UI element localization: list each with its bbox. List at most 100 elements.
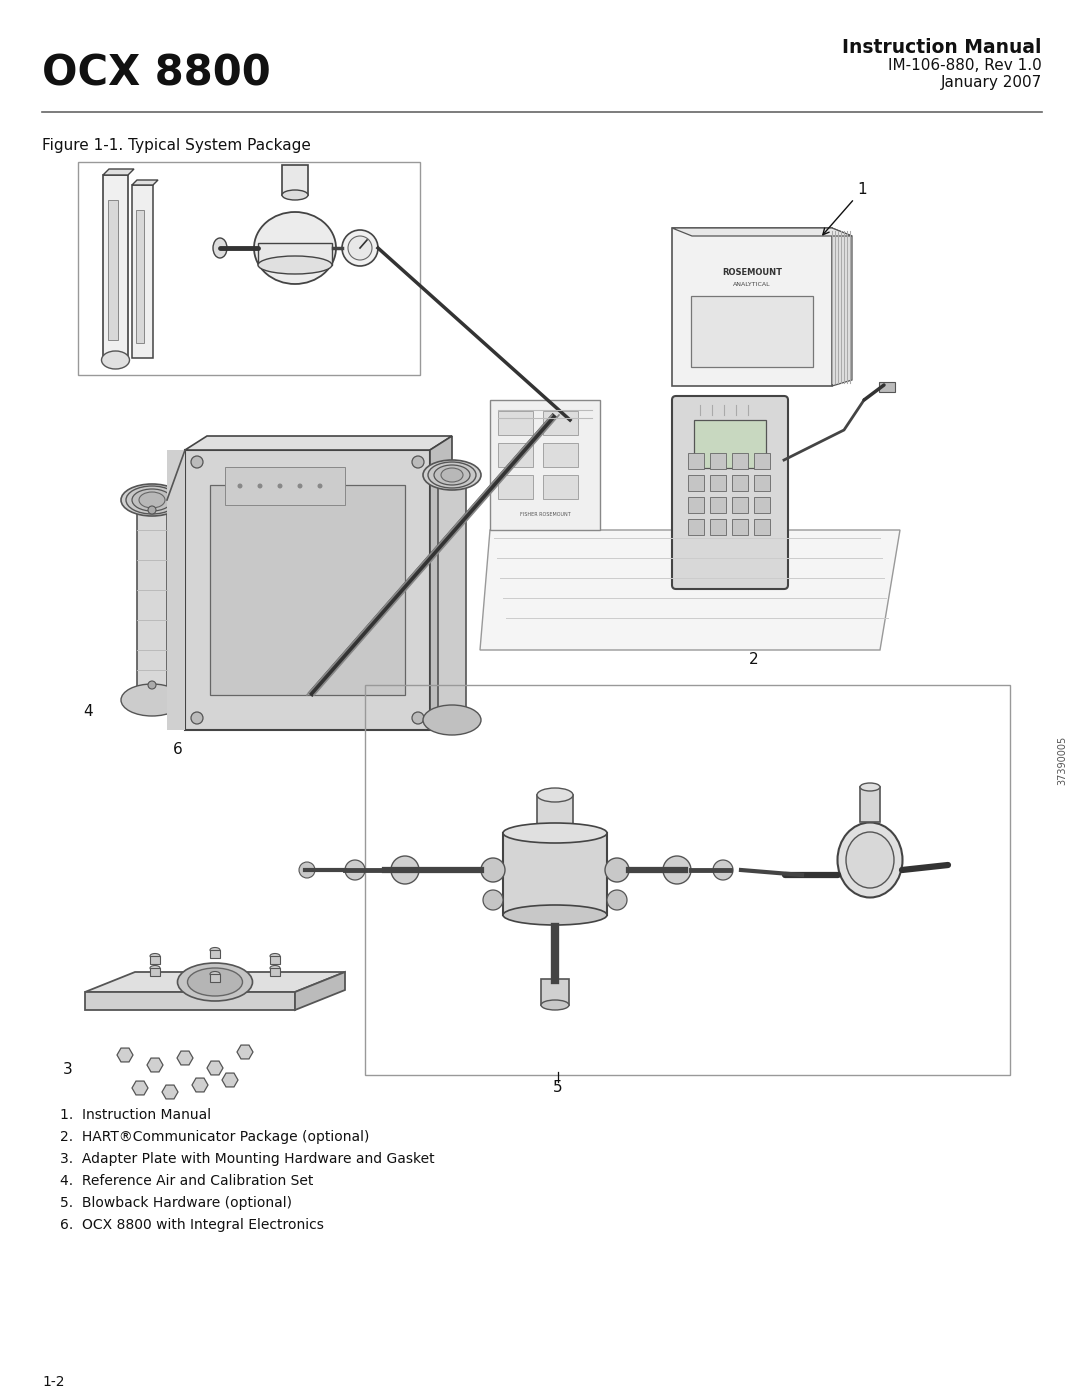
Circle shape bbox=[607, 890, 627, 909]
Polygon shape bbox=[85, 972, 345, 992]
Text: 6.  OCX 8800 with Integral Electronics: 6. OCX 8800 with Integral Electronics bbox=[60, 1218, 324, 1232]
Ellipse shape bbox=[503, 905, 607, 925]
Circle shape bbox=[411, 455, 424, 468]
Ellipse shape bbox=[150, 954, 160, 958]
Ellipse shape bbox=[860, 782, 880, 791]
Bar bbox=[691, 296, 813, 367]
Bar bbox=[503, 833, 607, 915]
Circle shape bbox=[713, 861, 733, 880]
Bar bbox=[754, 475, 770, 490]
Text: FISHER ROSEMOUNT: FISHER ROSEMOUNT bbox=[519, 513, 570, 517]
Ellipse shape bbox=[139, 492, 165, 509]
Ellipse shape bbox=[423, 460, 481, 490]
Ellipse shape bbox=[282, 190, 308, 200]
Bar bbox=[490, 400, 600, 529]
Circle shape bbox=[148, 506, 156, 514]
Bar bbox=[498, 475, 534, 499]
Ellipse shape bbox=[428, 462, 476, 488]
Text: 4: 4 bbox=[83, 704, 93, 719]
Bar bbox=[78, 162, 420, 374]
Bar bbox=[754, 497, 770, 513]
Bar bbox=[498, 411, 534, 434]
Circle shape bbox=[481, 858, 505, 882]
Bar bbox=[225, 467, 345, 504]
Circle shape bbox=[663, 856, 691, 884]
Text: 37390005: 37390005 bbox=[1057, 735, 1067, 785]
Bar bbox=[688, 520, 704, 535]
Circle shape bbox=[278, 483, 283, 489]
Polygon shape bbox=[103, 169, 134, 175]
Ellipse shape bbox=[537, 788, 573, 802]
Ellipse shape bbox=[423, 705, 481, 735]
Bar bbox=[438, 475, 465, 719]
Ellipse shape bbox=[846, 833, 894, 888]
Text: 3.  Adapter Plate with Mounting Hardware and Gasket: 3. Adapter Plate with Mounting Hardware … bbox=[60, 1153, 434, 1166]
Polygon shape bbox=[132, 180, 158, 184]
Polygon shape bbox=[185, 436, 453, 450]
Polygon shape bbox=[162, 1085, 178, 1099]
Polygon shape bbox=[117, 1048, 133, 1062]
Bar bbox=[282, 165, 308, 196]
Bar bbox=[672, 228, 832, 386]
Polygon shape bbox=[222, 1073, 238, 1087]
Bar bbox=[694, 420, 766, 468]
Polygon shape bbox=[192, 1078, 208, 1092]
Circle shape bbox=[238, 483, 243, 489]
Bar bbox=[210, 950, 220, 958]
Bar bbox=[543, 411, 578, 434]
Bar bbox=[185, 450, 430, 731]
Ellipse shape bbox=[126, 486, 178, 514]
Bar bbox=[543, 443, 578, 467]
Polygon shape bbox=[207, 1062, 222, 1074]
Ellipse shape bbox=[210, 971, 220, 977]
Text: Figure 1-1. Typical System Package: Figure 1-1. Typical System Package bbox=[42, 138, 311, 154]
Bar bbox=[688, 475, 704, 490]
Bar bbox=[150, 956, 160, 964]
Bar bbox=[498, 443, 534, 467]
Circle shape bbox=[605, 858, 629, 882]
Polygon shape bbox=[832, 228, 852, 386]
Circle shape bbox=[318, 483, 323, 489]
Ellipse shape bbox=[177, 963, 253, 1002]
Text: OCX 8800: OCX 8800 bbox=[42, 53, 271, 95]
Text: IM-106-880, Rev 1.0: IM-106-880, Rev 1.0 bbox=[888, 59, 1042, 73]
Text: 2.  HART®Communicator Package (optional): 2. HART®Communicator Package (optional) bbox=[60, 1130, 369, 1144]
Polygon shape bbox=[295, 972, 345, 1010]
Bar bbox=[132, 184, 153, 358]
Bar bbox=[688, 497, 704, 513]
Bar bbox=[150, 968, 160, 977]
Polygon shape bbox=[430, 436, 453, 731]
Circle shape bbox=[148, 680, 156, 689]
Text: 3: 3 bbox=[63, 1063, 72, 1077]
Ellipse shape bbox=[434, 465, 470, 485]
Bar bbox=[541, 979, 569, 1004]
Ellipse shape bbox=[270, 965, 280, 971]
Bar bbox=[732, 453, 748, 469]
Bar bbox=[732, 520, 748, 535]
Ellipse shape bbox=[837, 823, 903, 897]
Circle shape bbox=[342, 231, 378, 265]
Bar bbox=[167, 450, 185, 731]
Bar bbox=[258, 243, 332, 265]
Ellipse shape bbox=[270, 954, 280, 958]
Circle shape bbox=[297, 483, 302, 489]
Ellipse shape bbox=[188, 968, 243, 996]
Bar bbox=[754, 520, 770, 535]
Bar bbox=[270, 968, 280, 977]
Circle shape bbox=[191, 712, 203, 724]
Circle shape bbox=[444, 675, 460, 692]
Circle shape bbox=[411, 712, 424, 724]
Ellipse shape bbox=[441, 468, 463, 482]
Bar bbox=[136, 210, 144, 344]
Circle shape bbox=[444, 525, 460, 541]
Bar bbox=[85, 992, 295, 1010]
Text: 5.  Blowback Hardware (optional): 5. Blowback Hardware (optional) bbox=[60, 1196, 292, 1210]
Bar bbox=[732, 475, 748, 490]
Bar bbox=[688, 453, 704, 469]
Bar bbox=[108, 200, 118, 339]
Bar bbox=[860, 787, 880, 821]
Bar bbox=[710, 520, 726, 535]
Text: ANALYTICAL: ANALYTICAL bbox=[733, 282, 771, 288]
Text: 6: 6 bbox=[173, 742, 183, 757]
Text: ROSEMOUNT: ROSEMOUNT bbox=[723, 268, 782, 277]
